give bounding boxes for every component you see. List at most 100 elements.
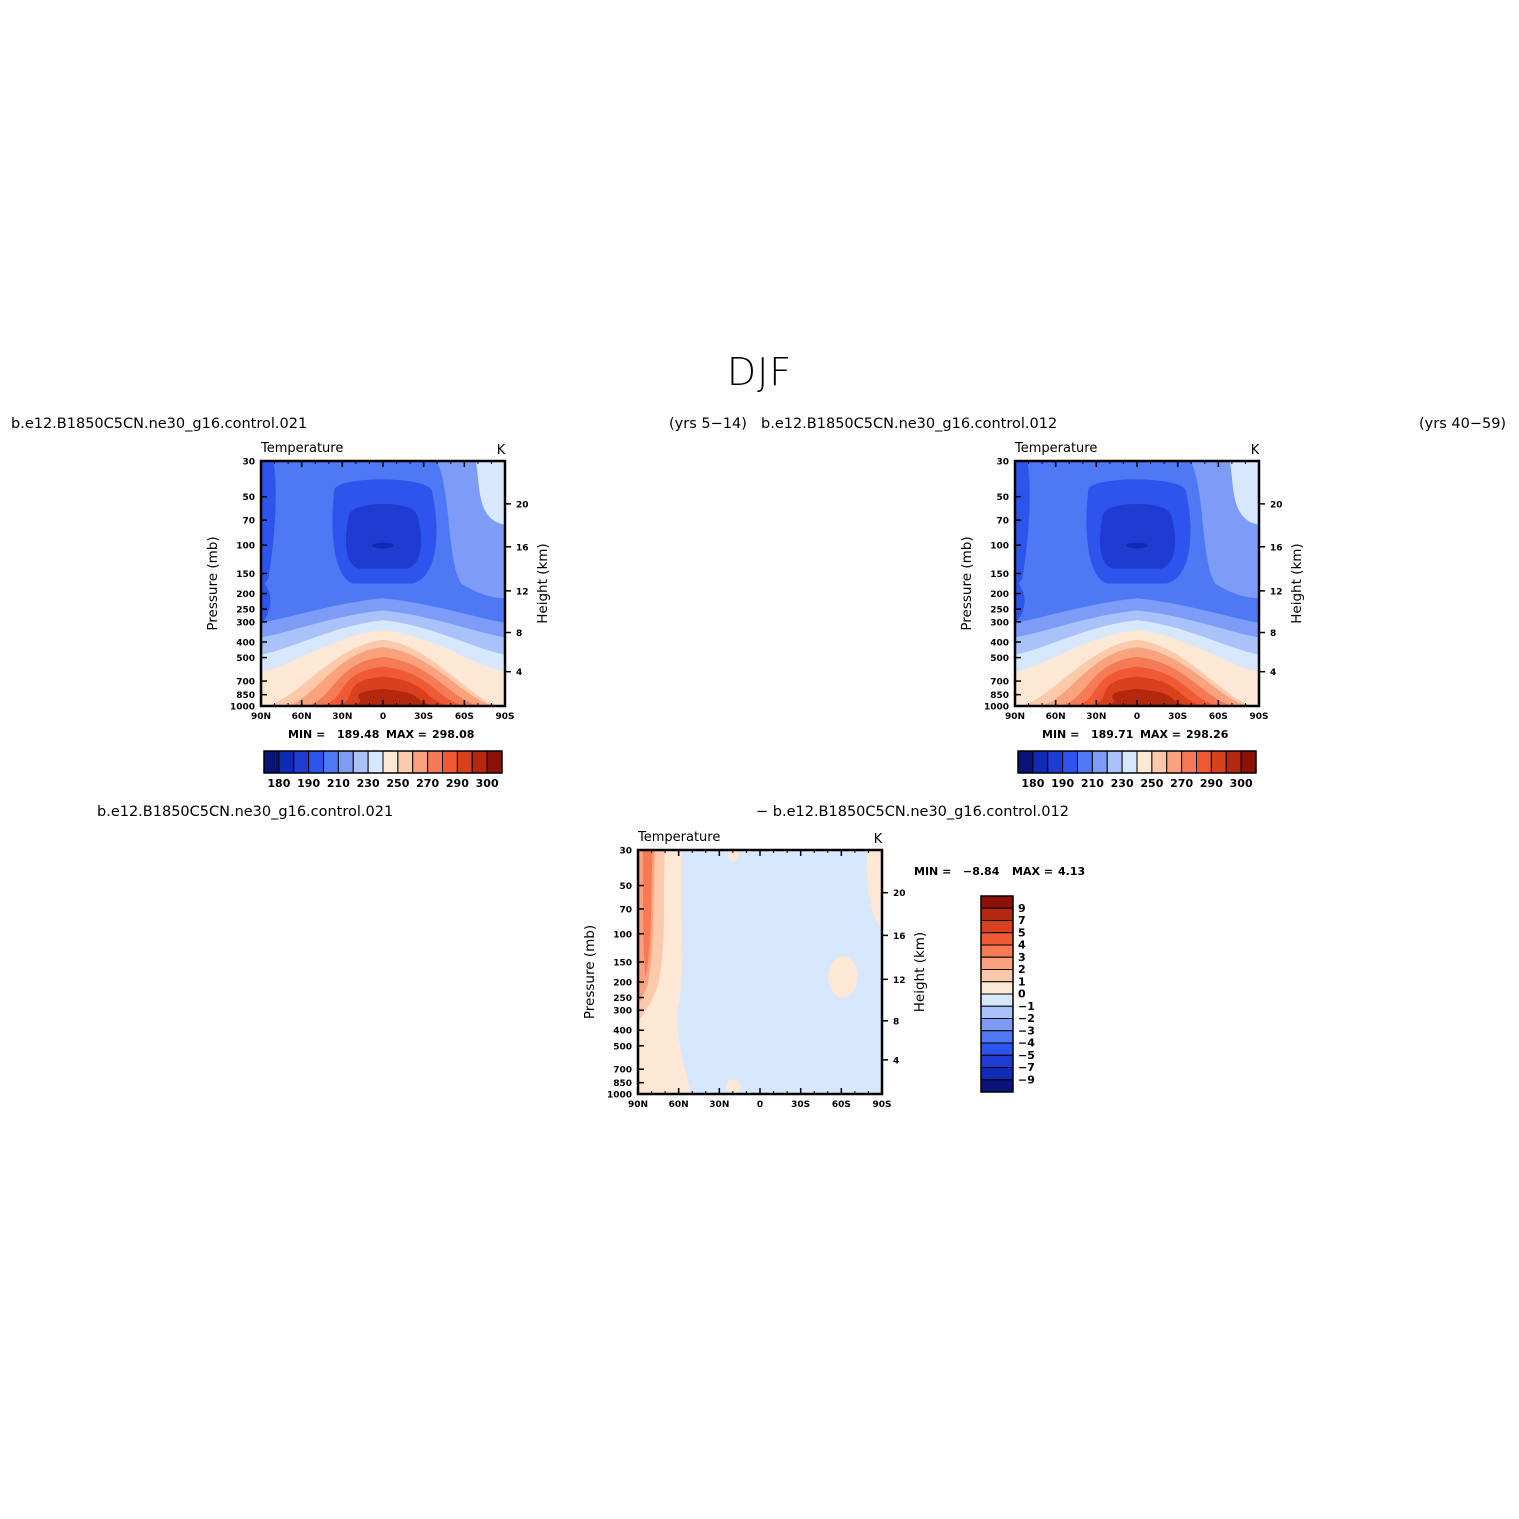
panel3-minus-case-name: − b.e12.B1850C5CN.ne30_g16.control.012: [756, 804, 1069, 820]
colorbar-box: [980, 1079, 1014, 1093]
colorbar-box: [980, 1018, 1014, 1032]
colorbar-box: [980, 932, 1014, 946]
colorbar-box: [980, 981, 1014, 995]
min-label: MIN =: [288, 728, 325, 741]
y-tick-label: 250: [236, 606, 255, 616]
colorbar-box: [980, 1005, 1014, 1019]
y-tick-label: 250: [613, 994, 632, 1004]
colorbar-box: [412, 750, 429, 774]
min-label: MIN =: [914, 865, 951, 878]
colorbar-tick-label: 180: [1021, 777, 1044, 790]
field-band-polar-north-low: [1015, 578, 1025, 623]
y-tick-label: 200: [990, 590, 1009, 600]
y-tick-label: 30: [996, 458, 1009, 468]
right-axis-label: Height (km): [912, 932, 928, 1012]
max-value: 298.26: [1186, 728, 1229, 741]
y-tick-label: 50: [619, 882, 632, 892]
units-label: K: [497, 443, 506, 458]
colorbar-box: [352, 750, 369, 774]
colorbar-box: [980, 993, 1014, 1007]
y-tick-label: 50: [242, 493, 255, 503]
colorbar-box: [427, 750, 443, 774]
y-tick-label: 200: [613, 979, 632, 989]
colorbar-box: [1225, 750, 1242, 774]
height-tick-label: 8: [893, 1017, 899, 1027]
colorbar-tick-label: 2: [1018, 963, 1026, 976]
colorbar-box: [1136, 750, 1153, 774]
y-tick-label: 30: [242, 458, 255, 468]
colorbar-box: [456, 750, 473, 774]
colorbar-tick-label: −9: [1018, 1073, 1035, 1086]
colorbar-box: [980, 944, 1014, 958]
colorbar-box: [980, 1067, 1014, 1081]
max-label: MAX =: [1012, 865, 1053, 878]
colorbar-box: [980, 1042, 1014, 1056]
colorbar-tick-label: −7: [1018, 1061, 1035, 1074]
colorbar-frame: [1017, 750, 1257, 774]
height-tick-label: 4: [1270, 668, 1276, 678]
colorbar-frame: [980, 895, 1014, 1093]
min-label: MIN =: [1042, 728, 1079, 741]
x-tick-label: 60S: [1209, 712, 1228, 722]
colorbar-tick-label: −4: [1018, 1037, 1035, 1050]
colorbar-tick-label: 300: [1230, 777, 1253, 790]
y-tick-label: 100: [990, 542, 1009, 552]
y-tick-label: 850: [236, 691, 255, 701]
colorbar-box: [980, 969, 1014, 983]
colorbar-box: [980, 956, 1014, 970]
colorbar-frame: [263, 750, 503, 774]
field-blob-warm-south: [828, 956, 858, 998]
colorbar-tick-label: 9: [1018, 902, 1026, 915]
max-label: MAX =: [1140, 728, 1181, 741]
field-band-cold-core-inner: [345, 503, 422, 569]
colorbar-box: [367, 750, 384, 774]
y-tick-label: 400: [613, 1027, 632, 1037]
max-value: 4.13: [1058, 865, 1085, 878]
colorbar-tick-label: 7: [1018, 914, 1026, 927]
colorbar-tick-label: 250: [386, 777, 409, 790]
units-label: K: [874, 832, 883, 847]
colorbar-box: [1151, 750, 1168, 774]
x-tick-label: 90S: [872, 1100, 891, 1110]
height-tick-label: 16: [1270, 543, 1283, 553]
panel2-years: (yrs 40−59): [1419, 416, 1507, 432]
colorbar-box: [442, 750, 458, 774]
height-tick-label: 12: [516, 587, 529, 597]
colorbar-box: [980, 920, 1014, 934]
colorbar-tick-label: 3: [1018, 951, 1026, 964]
min-value: 189.71: [1091, 728, 1133, 741]
y-tick-label: 70: [242, 517, 255, 527]
panel1-years: (yrs 5−14): [669, 416, 747, 432]
colorbar-box: [293, 750, 310, 774]
y-tick-label: 1000: [984, 703, 1009, 713]
field-band-warm-3-4: [642, 850, 653, 977]
units-label: K: [1251, 443, 1260, 458]
colorbar-box: [486, 750, 503, 774]
x-tick-label: 90N: [628, 1100, 648, 1110]
field-band-south-top: [475, 461, 505, 525]
field-band-polar-north: [261, 461, 276, 589]
y-tick-label: 300: [236, 618, 255, 628]
height-tick-label: 16: [516, 543, 529, 553]
colorbar-box: [1062, 750, 1078, 774]
y-axis-label: Pressure (mb): [959, 536, 975, 630]
y-tick-label: 100: [613, 930, 632, 940]
colorbar-tick-label: 290: [446, 777, 469, 790]
colorbar-box: [1077, 750, 1093, 774]
x-tick-label: 60S: [455, 712, 474, 722]
colorbar-box: [278, 750, 295, 774]
temperature-panel-2: 90N 60N 30N 0 30S 60S 90S 30 50 70 100 150 200 250 300…: [959, 441, 1305, 790]
y-tick-label: 50: [996, 493, 1009, 503]
colorbar-tick-label: −3: [1018, 1024, 1035, 1037]
colorbar-tick-label: 300: [476, 777, 499, 790]
y-tick-label: 1000: [230, 703, 255, 713]
colorbar-box: [471, 750, 488, 774]
colorbar-box: [337, 750, 354, 774]
colorbar-tick-label: 210: [327, 777, 350, 790]
x-tick-label: 30N: [332, 712, 352, 722]
colorbar-box: [1121, 750, 1138, 774]
field-band-cold-core-min: [1126, 542, 1148, 549]
x-tick-label: 30N: [709, 1100, 729, 1110]
colorbar-tick-label: 4: [1018, 939, 1026, 952]
height-tick-label: 4: [516, 668, 522, 678]
